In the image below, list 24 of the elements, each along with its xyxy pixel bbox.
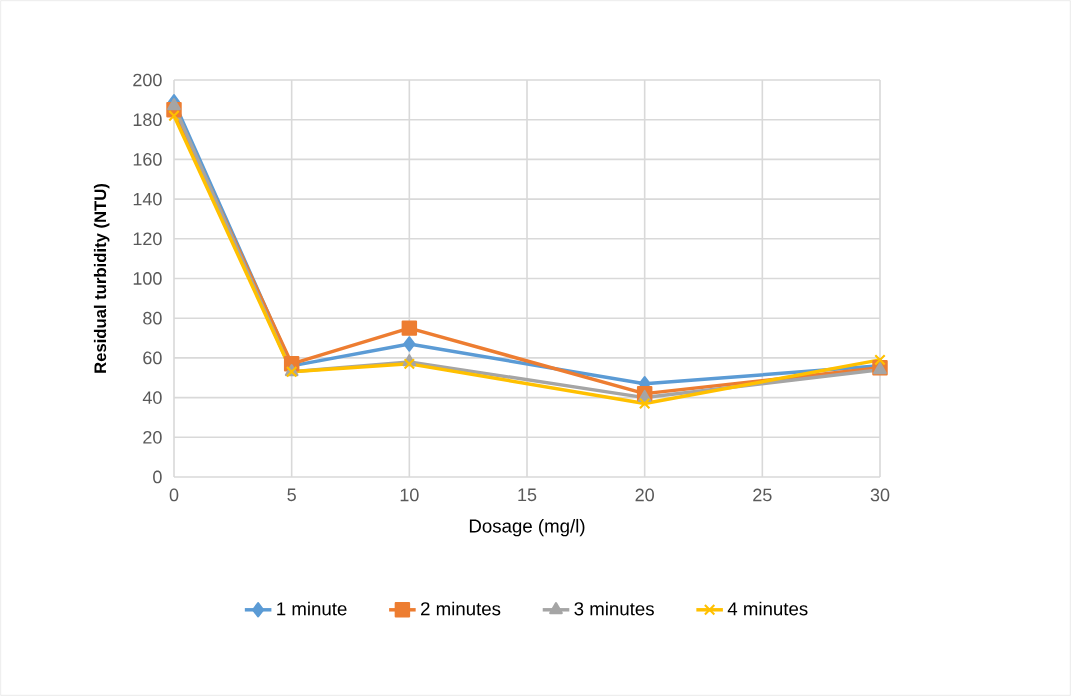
y-axis-title: Residual turbidity (NTU) <box>93 183 110 373</box>
y-tick-label: 140 <box>133 192 162 206</box>
y-tick-label: 200 <box>133 73 162 87</box>
x-tick-label: 5 <box>287 488 296 502</box>
y-tick-label: 100 <box>133 272 162 285</box>
x-tick-label: 15 <box>518 488 537 502</box>
y-tick-label: 80 <box>143 311 162 325</box>
legend-label: 4 minutes <box>727 601 808 616</box>
x-tick-label: 10 <box>400 488 419 502</box>
y-tick-label: 120 <box>133 232 162 246</box>
legend-label: 1 minute <box>277 601 347 616</box>
y-tick-label: 40 <box>142 391 162 404</box>
x-tick-label: 0 <box>169 488 179 502</box>
x-axis-title: Dosage (mg/l) <box>469 518 585 537</box>
x-tick-label: 30 <box>870 488 890 502</box>
x-tick-label: 20 <box>635 488 654 502</box>
y-tick-label: 20 <box>143 430 162 444</box>
y-tick-label: 160 <box>133 153 162 166</box>
legend-label: 2 minutes <box>421 601 501 616</box>
legend-label: 3 minutes <box>574 601 654 616</box>
y-tick-label: 0 <box>153 470 162 484</box>
y-tick-label: 60 <box>143 351 162 365</box>
y-tick-label: 180 <box>133 113 162 127</box>
x-tick-label: 25 <box>753 488 772 502</box>
